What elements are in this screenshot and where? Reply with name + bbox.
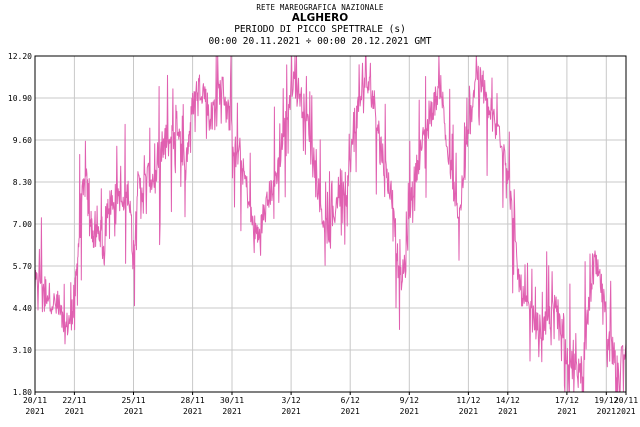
x-tick-date: 9/12	[400, 396, 419, 405]
x-tick-date: 20/11	[23, 396, 47, 405]
x-tick-year: 2021	[65, 407, 84, 416]
series-line	[34, 55, 627, 393]
x-tick-date: 11/12	[456, 396, 480, 405]
y-tick-label: 12.20	[8, 52, 32, 61]
x-tick-date: 22/11	[62, 396, 86, 405]
station-title: ALGHERO	[291, 12, 349, 24]
x-tick-date: 14/12	[496, 396, 520, 405]
y-tick-label: 9.60	[13, 136, 32, 145]
x-tick-year: 2021	[222, 407, 241, 416]
x-tick-year: 2021	[400, 407, 419, 416]
y-axis: 1.80 3.10 4.40 5.70 7.00 8.30 9.60 10.90 12.20	[8, 52, 32, 397]
x-tick-year: 2021	[124, 407, 143, 416]
network-title: RETE MAREOGRAFICA NAZIONALE	[256, 3, 384, 12]
y-tick-label: 5.70	[13, 262, 32, 271]
plot-frame	[34, 55, 627, 393]
y-tick-label: 10.90	[8, 94, 32, 103]
x-tick-year: 2021	[183, 407, 202, 416]
x-tick-date: 20/11	[614, 396, 638, 405]
x-tick-date: 19/12	[594, 396, 618, 405]
y-tick-label: 7.00	[13, 220, 32, 229]
x-tick-date: 17/12	[555, 396, 579, 405]
x-tick-year: 2021	[557, 407, 576, 416]
x-tick-date: 3/12	[281, 396, 300, 405]
parameter-title: PERIODO DI PICCO SPETTRALE (s)	[234, 24, 406, 35]
x-tick-date: 30/11	[220, 396, 244, 405]
y-tick-label: 8.30	[13, 178, 32, 187]
x-tick-year: 2021	[616, 407, 635, 416]
y-tick-label: 1.80	[13, 388, 32, 397]
x-tick-year: 2021	[281, 407, 300, 416]
series-layer	[34, 55, 627, 393]
x-tick-date: 25/11	[121, 396, 145, 405]
x-tick-date: 28/11	[181, 396, 205, 405]
x-tick-year: 2021	[341, 407, 360, 416]
x-tick-year: 2021	[25, 407, 44, 416]
y-tick-label: 3.10	[13, 346, 32, 355]
x-tick-year: 2021	[459, 407, 478, 416]
x-tick-year: 2021	[498, 407, 517, 416]
x-tick-date: 6/12	[341, 396, 360, 405]
x-axis: 20/11 2021 22/11 2021 25/11 2021 28/11 2021 30/1…	[23, 392, 638, 416]
y-tick-label: 4.40	[13, 304, 32, 313]
period-title: 00:00 20.11.2021 ÷ 00:00 20.12.2021 GMT	[208, 36, 432, 47]
x-tick-year: 2021	[597, 407, 616, 416]
